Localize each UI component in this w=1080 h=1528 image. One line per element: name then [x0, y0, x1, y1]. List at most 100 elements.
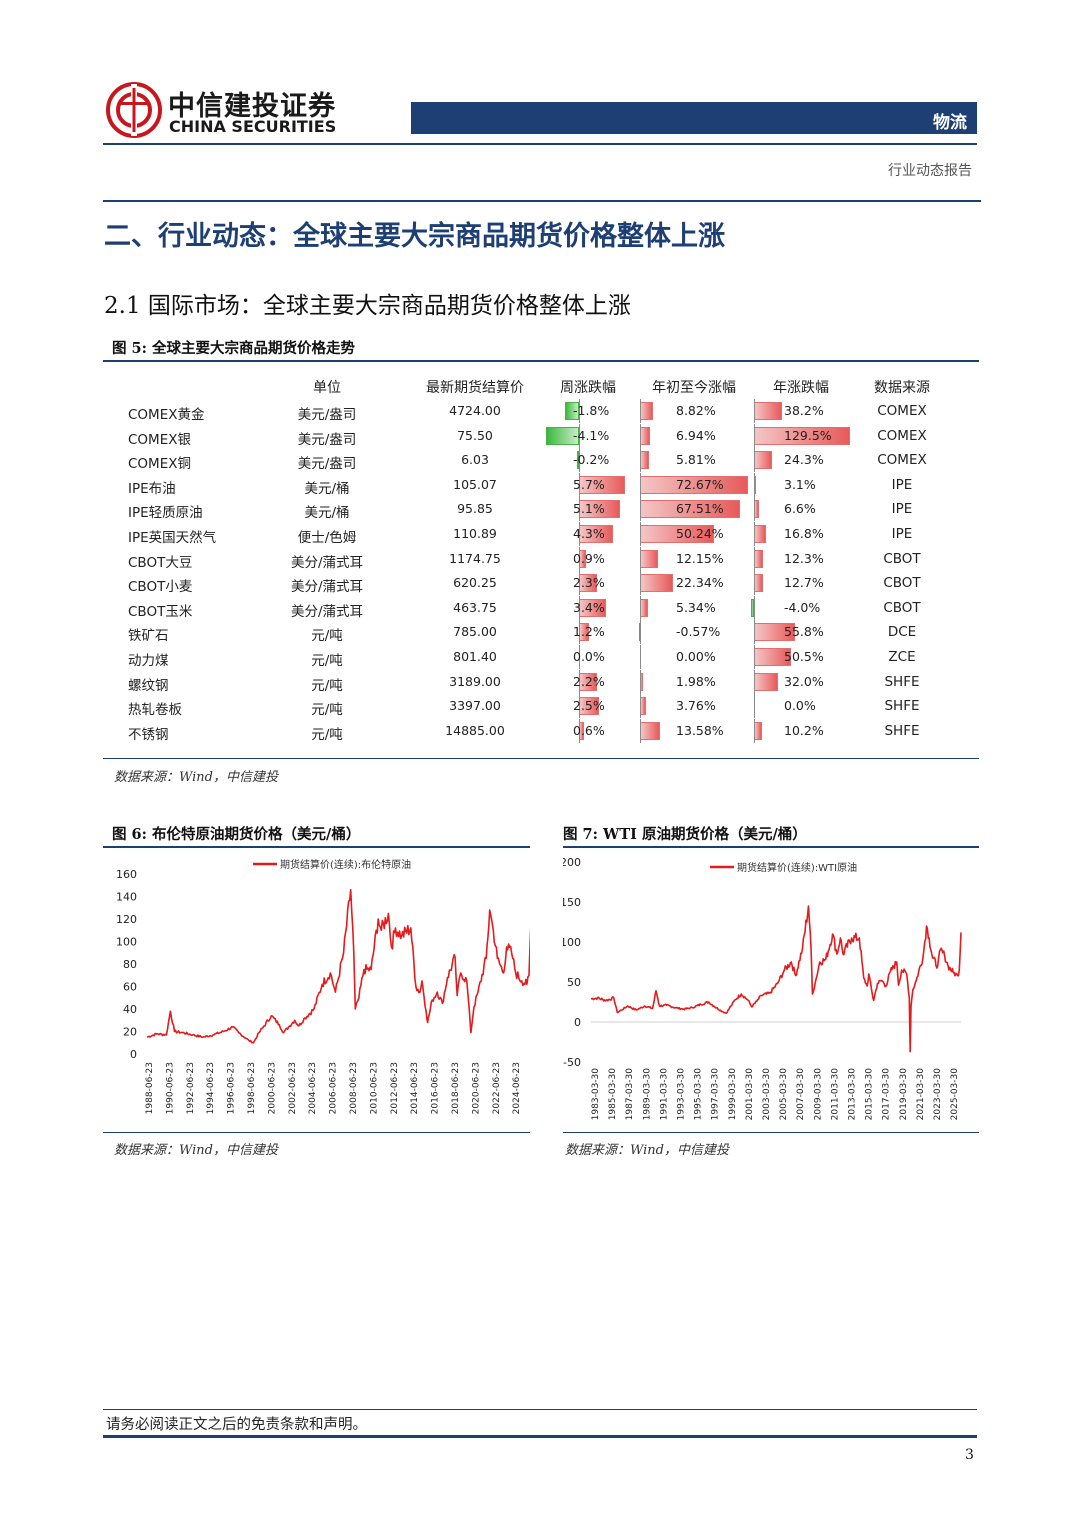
x-tick-label: 2016-06-23: [431, 1062, 441, 1114]
week-change-value: 0.6%: [573, 722, 605, 738]
x-tick-label: 2002-06-23: [288, 1062, 298, 1114]
commodity-unit: 元/吨: [311, 726, 343, 743]
ytd-axis-line: [640, 669, 641, 694]
commodity-name: COMEX黄金: [128, 407, 205, 423]
table-row: IPE轻质原油 美元/桶 95.85 5.1% 67.51% 6.6% IPE: [0, 497, 1080, 522]
commodity-name: IPE轻质原油: [128, 505, 203, 522]
week-change-bar: [564, 402, 579, 420]
x-tick-label: 2015-03-30: [865, 1068, 875, 1121]
ytd-axis-line: [640, 522, 641, 546]
header-source: 数据来源: [874, 380, 930, 396]
x-tick-label: 2025-03-30: [950, 1068, 960, 1121]
x-tick-label: 2020-06-23: [471, 1062, 481, 1114]
ytd-change-value: 0.00%: [676, 649, 716, 664]
ytd-axis-line: [640, 472, 641, 497]
year-change-bar: [754, 549, 764, 568]
year-change-value: 12.7%: [784, 575, 824, 591]
week-axis-line: [579, 522, 580, 546]
y-tick-label: 0: [574, 1016, 581, 1029]
year-change-bar: [754, 672, 778, 691]
data-source: CBOT: [883, 575, 921, 592]
legend-label: 期货结算价(连续):WTI原油: [737, 861, 857, 874]
year-axis-line: [754, 595, 755, 620]
year-axis-line: [754, 669, 755, 694]
commodity-unit: 元/吨: [311, 628, 343, 645]
subsection-title: 2.1 国际市场：全球主要大宗商品期货价格整体上涨: [104, 293, 631, 319]
commodity-price: 1174.75: [449, 550, 501, 566]
table-row: COMEX铜 美元/盎司 6.03 -0.2% 5.81% 24.3% COMEX: [0, 448, 1080, 473]
ytd-axis-line: [640, 448, 641, 473]
commodity-unit: 便士/色姆: [297, 530, 357, 546]
figure7-source: 数据来源：Wind，中信建投: [565, 1143, 729, 1158]
y-tick-label: -50: [563, 1056, 581, 1069]
x-tick-label: 2006-06-23: [329, 1062, 339, 1114]
header-week: 周涨跌幅: [560, 380, 616, 396]
year-axis-line: [754, 423, 755, 448]
ytd-change-bar: [640, 598, 648, 617]
ytd-change-value: 5.34%: [676, 599, 716, 615]
header-bar: 物流: [411, 102, 977, 134]
ytd-change-value: 12.15%: [676, 550, 724, 566]
x-tick-label: 1987-03-30: [625, 1068, 635, 1121]
x-tick-label: 2001-03-30: [745, 1068, 755, 1121]
data-source: ZCE: [888, 649, 916, 665]
commodity-unit: 元/吨: [311, 653, 343, 669]
ytd-change-bar: [640, 721, 661, 740]
week-change-value: 5.7%: [573, 476, 605, 492]
footer-disclaimer: 请务必阅读正文之后的免责条款和声明。: [106, 1417, 367, 1433]
sector-label: 物流: [933, 113, 967, 133]
x-tick-label: 1998-06-23: [247, 1062, 257, 1114]
x-tick-label: 2009-03-30: [813, 1068, 823, 1121]
ytd-change-value: 5.81%: [676, 452, 716, 468]
ytd-change-bar: [640, 549, 658, 568]
data-source: CBOT: [883, 599, 921, 616]
data-source: IPE: [891, 526, 913, 542]
week-axis-line: [579, 694, 580, 719]
year-change-bar: [754, 451, 772, 470]
x-tick-label: 2023-03-30: [933, 1068, 943, 1121]
section-divider: [103, 200, 981, 202]
data-source: SHFE: [884, 698, 920, 715]
commodity-name: COMEX铜: [128, 456, 191, 473]
year-change-bar: [754, 525, 767, 543]
year-axis-line: [754, 718, 755, 743]
year-change-bar: [754, 402, 783, 420]
x-tick-label: 2008-06-23: [349, 1062, 359, 1114]
report-type: 行业动态报告: [888, 163, 972, 179]
ytd-axis-line: [640, 718, 641, 743]
year-change-bar: [754, 721, 762, 740]
y-tick-label: 20: [123, 1026, 137, 1039]
week-change-value: -1.8%: [573, 403, 610, 418]
ytd-axis-line: [640, 399, 641, 423]
year-axis-line: [754, 694, 755, 719]
x-tick-label: 2010-06-23: [369, 1062, 379, 1114]
x-tick-label: 1993-03-30: [677, 1068, 687, 1121]
week-change-value: 0.0%: [573, 649, 605, 664]
commodity-price: 801.40: [453, 649, 497, 664]
figure5-bottom-rule: [103, 758, 979, 759]
y-tick-label: 40: [123, 1003, 137, 1016]
year-change-value: 38.2%: [784, 403, 824, 418]
commodity-name: CBOT玉米: [128, 603, 193, 620]
year-change-bar: [751, 598, 754, 617]
ytd-axis-line: [640, 571, 641, 596]
ytd-axis-line: [640, 645, 641, 669]
commodity-name: COMEX银: [128, 431, 191, 448]
commodity-name: IPE布油: [128, 480, 176, 497]
data-source: DCE: [887, 624, 917, 641]
year-axis-line: [754, 448, 755, 473]
x-tick-label: 1991-03-30: [659, 1068, 669, 1121]
commodity-unit: 美元/盎司: [297, 407, 357, 423]
ytd-axis-line: [640, 546, 641, 571]
x-tick-label: 2024-06-23: [512, 1062, 522, 1114]
year-axis-line: [754, 472, 755, 497]
year-axis-line: [754, 645, 755, 669]
commodity-price: 785.00: [453, 624, 497, 640]
ytd-change-value: 3.76%: [676, 698, 716, 714]
table-row: 不锈钢 元/吨 14885.00 0.6% 13.58% 10.2% SHFE: [0, 718, 1080, 743]
commodity-price: 110.89: [453, 526, 497, 541]
year-change-value: 24.3%: [784, 452, 824, 468]
figure7-caption: 图 7: WTI 原油期货价格（美元/桶）: [563, 826, 807, 843]
year-change-value: 3.1%: [784, 476, 816, 492]
year-axis-line: [754, 522, 755, 546]
